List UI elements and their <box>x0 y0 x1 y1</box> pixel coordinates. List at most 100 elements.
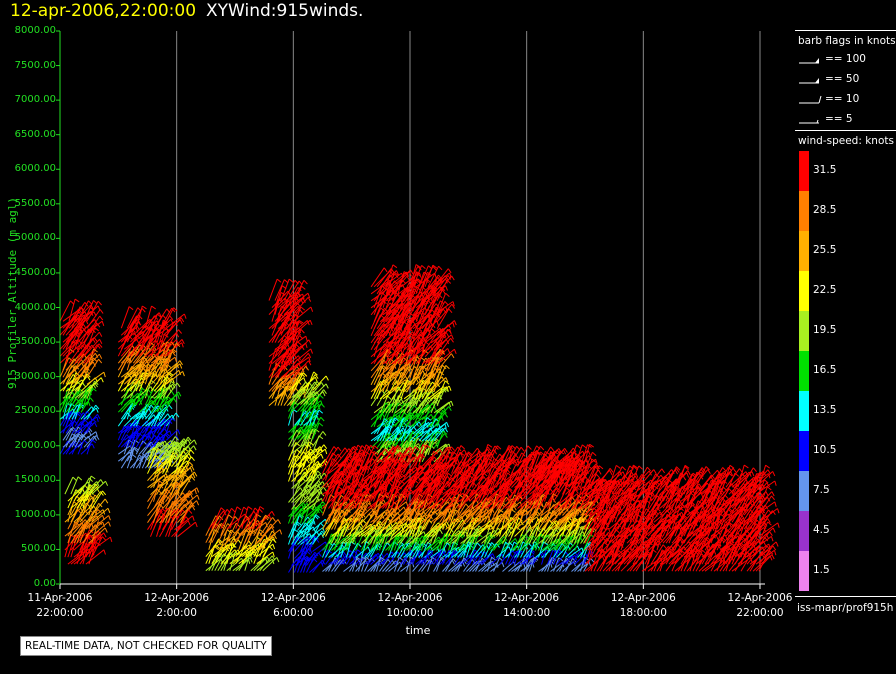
wind-barb <box>91 490 103 509</box>
wind-barb <box>156 387 164 406</box>
wind-barb-flag <box>96 414 101 419</box>
wind-barb <box>312 383 327 398</box>
wind-barb <box>86 371 105 385</box>
wind-barb-flag <box>271 526 275 532</box>
wind-barb <box>211 536 229 551</box>
wind-barb <box>67 489 77 509</box>
wind-barb-flag <box>182 509 187 514</box>
wind-barb <box>73 484 86 502</box>
wind-barb <box>83 344 98 364</box>
wind-barb <box>294 389 306 405</box>
wind-barb <box>65 420 75 434</box>
wind-barb-flag <box>187 439 191 445</box>
wind-barb <box>283 388 297 406</box>
wind-barb-flag <box>151 305 156 310</box>
wind-barb-flag <box>107 508 111 514</box>
wind-barb-flag <box>133 447 138 452</box>
wind-barb <box>208 515 220 536</box>
wind-barb-flag <box>174 357 177 363</box>
wind-barb-flag <box>87 401 91 407</box>
wind-barb-flag <box>182 440 188 445</box>
wind-barb <box>306 400 322 412</box>
wind-barb-flag <box>337 446 342 452</box>
wind-barb <box>156 489 168 509</box>
wind-barb <box>138 435 150 448</box>
wind-barb <box>289 335 300 357</box>
wind-barb <box>300 455 308 475</box>
wind-barb <box>291 502 304 517</box>
wind-barb <box>174 501 192 517</box>
wind-barb <box>83 357 94 378</box>
wind-barb <box>180 461 190 481</box>
wind-barb-flag <box>325 383 329 389</box>
wind-barb <box>59 300 71 322</box>
wind-barb-flag <box>96 486 100 492</box>
wind-barb <box>373 293 383 315</box>
wind-barb-flag <box>190 493 194 499</box>
wind-barb <box>135 364 145 385</box>
wind-barb-flag <box>101 536 107 541</box>
wind-barb <box>259 555 273 572</box>
wind-barb <box>300 411 311 426</box>
wind-barb <box>370 286 391 302</box>
wind-barb-flag <box>318 448 324 453</box>
wind-barb <box>117 422 132 434</box>
wind-barb <box>309 514 317 531</box>
wind-barb-flag <box>182 371 185 377</box>
wind-barb <box>373 343 385 365</box>
wind-barb <box>83 435 95 448</box>
wind-barb-flag <box>79 306 85 311</box>
wind-barb-flag <box>99 315 104 321</box>
wind-barb <box>138 404 148 420</box>
wind-barb-flag <box>194 489 197 495</box>
wind-barb <box>88 494 96 516</box>
wind-barb <box>274 321 286 343</box>
wind-barb <box>247 508 260 529</box>
wind-barb <box>312 522 321 538</box>
wind-barb-flag <box>430 328 436 333</box>
wind-barb <box>294 432 308 447</box>
wind-barb-flag <box>392 264 398 269</box>
wind-barb <box>300 526 314 538</box>
wind-barb-flag <box>98 343 103 348</box>
wind-barb <box>280 385 289 406</box>
wind-barb <box>74 327 82 350</box>
wind-barb <box>126 447 135 462</box>
wind-barb <box>312 409 320 426</box>
wind-barb-flag <box>302 297 306 303</box>
wind-barb-flag <box>173 398 177 403</box>
wind-barb-flag <box>88 488 93 493</box>
wind-barb <box>288 449 298 468</box>
wind-barb-flag <box>94 422 98 428</box>
wind-barb <box>487 543 497 558</box>
wind-barb-flag <box>175 435 180 441</box>
wind-barb <box>86 315 101 336</box>
wind-barb <box>165 360 181 378</box>
wind-barb-flag <box>136 334 141 339</box>
wind-barb <box>297 557 304 573</box>
wind-barb <box>277 325 294 343</box>
wind-barb-flag <box>92 387 97 392</box>
wind-barb <box>117 371 136 385</box>
wind-barb <box>62 374 74 392</box>
wind-barb-flag <box>196 500 200 506</box>
wind-barb <box>180 445 195 461</box>
wind-barb <box>180 476 192 495</box>
wind-barb-flag <box>276 557 280 563</box>
wind-barb-flag <box>92 357 98 362</box>
wind-barb-flag <box>308 441 314 446</box>
wind-barb-flag <box>302 372 307 377</box>
wind-barb-flag <box>285 385 291 390</box>
wind-barb-flag <box>306 550 311 555</box>
wind-barb-flag <box>451 446 455 451</box>
wind-barb <box>303 460 319 475</box>
wind-barb-flag <box>158 441 163 447</box>
wind-barb-flag <box>448 308 453 314</box>
wind-barb-flag <box>421 265 426 269</box>
wind-barb <box>82 534 90 558</box>
wind-barb <box>297 443 309 461</box>
wind-barb-flag <box>72 426 77 432</box>
wind-barb <box>309 428 316 447</box>
wind-barb-flag <box>89 397 94 402</box>
